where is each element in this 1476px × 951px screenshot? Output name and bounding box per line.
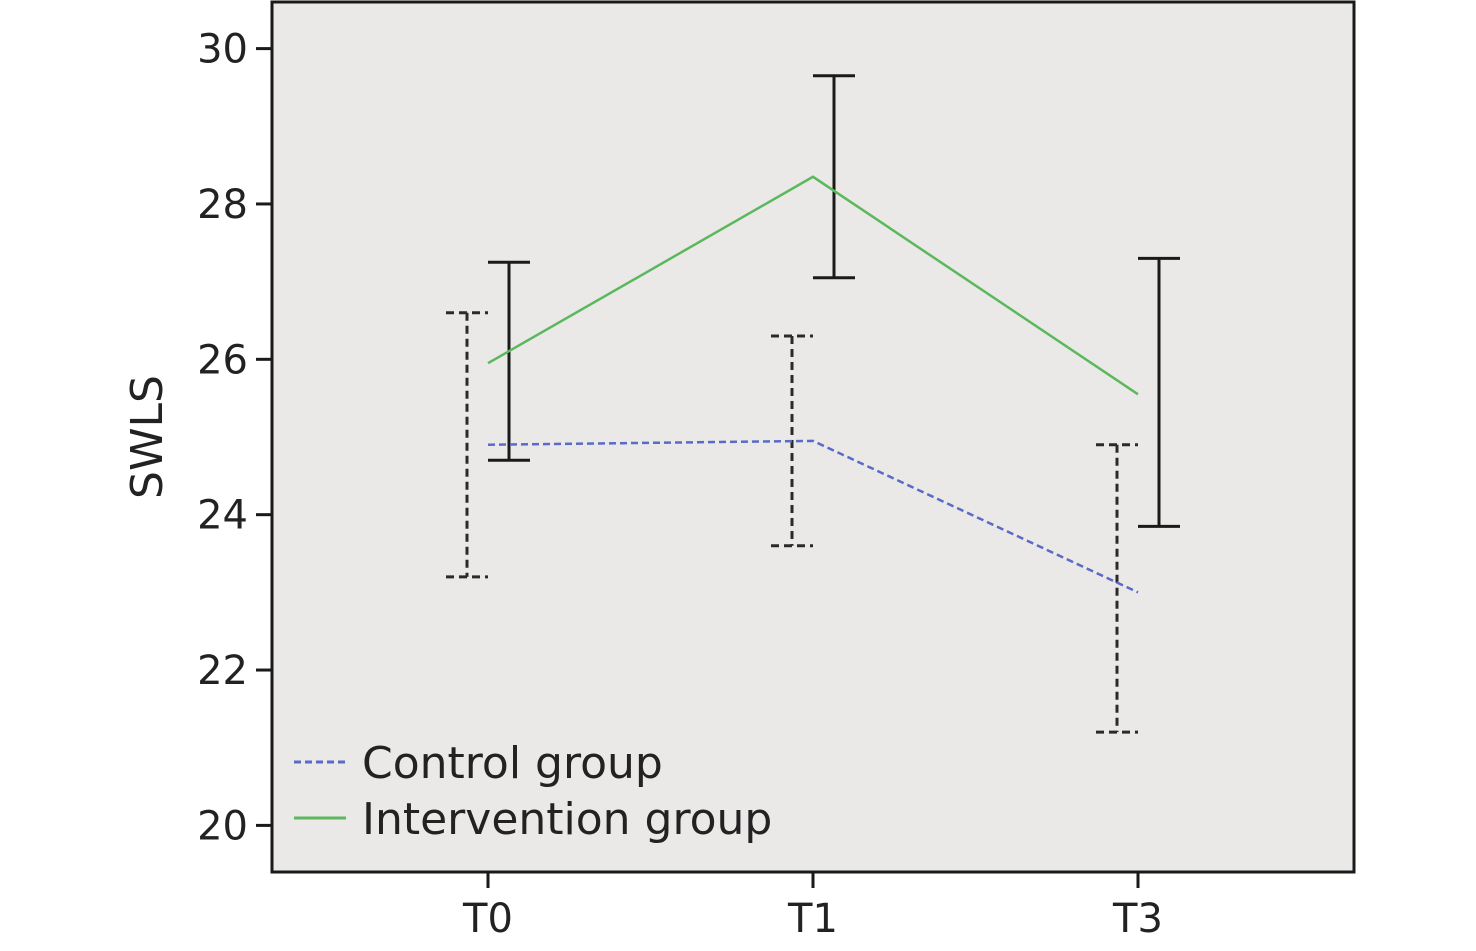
y-axis-title: SWLS: [122, 375, 173, 499]
series-line-control-group: [487, 439, 1139, 594]
x-tick-label: T3: [1112, 896, 1163, 942]
y-tick-label: 26: [197, 337, 248, 383]
y-axis: 20 22 24 26 28 30: [197, 27, 272, 849]
legend-label: Control group: [362, 738, 663, 789]
error-bars: [446, 74, 1180, 734]
y-tick-label: 24: [197, 493, 248, 539]
y-tick-label: 30: [197, 27, 248, 73]
x-axis: T0 T1 T3: [462, 872, 1163, 942]
plot-area: [270, 0, 1356, 874]
x-tick-label: T0: [462, 896, 513, 942]
y-tick-label: 20: [197, 803, 248, 849]
y-tick-label: 28: [197, 182, 248, 228]
legend-label: Intervention group: [362, 794, 772, 845]
series-line-intervention-group: [487, 175, 1139, 396]
series-lines: [487, 175, 1139, 594]
y-tick-label: 22: [197, 648, 248, 694]
x-tick-label: T1: [787, 896, 838, 942]
